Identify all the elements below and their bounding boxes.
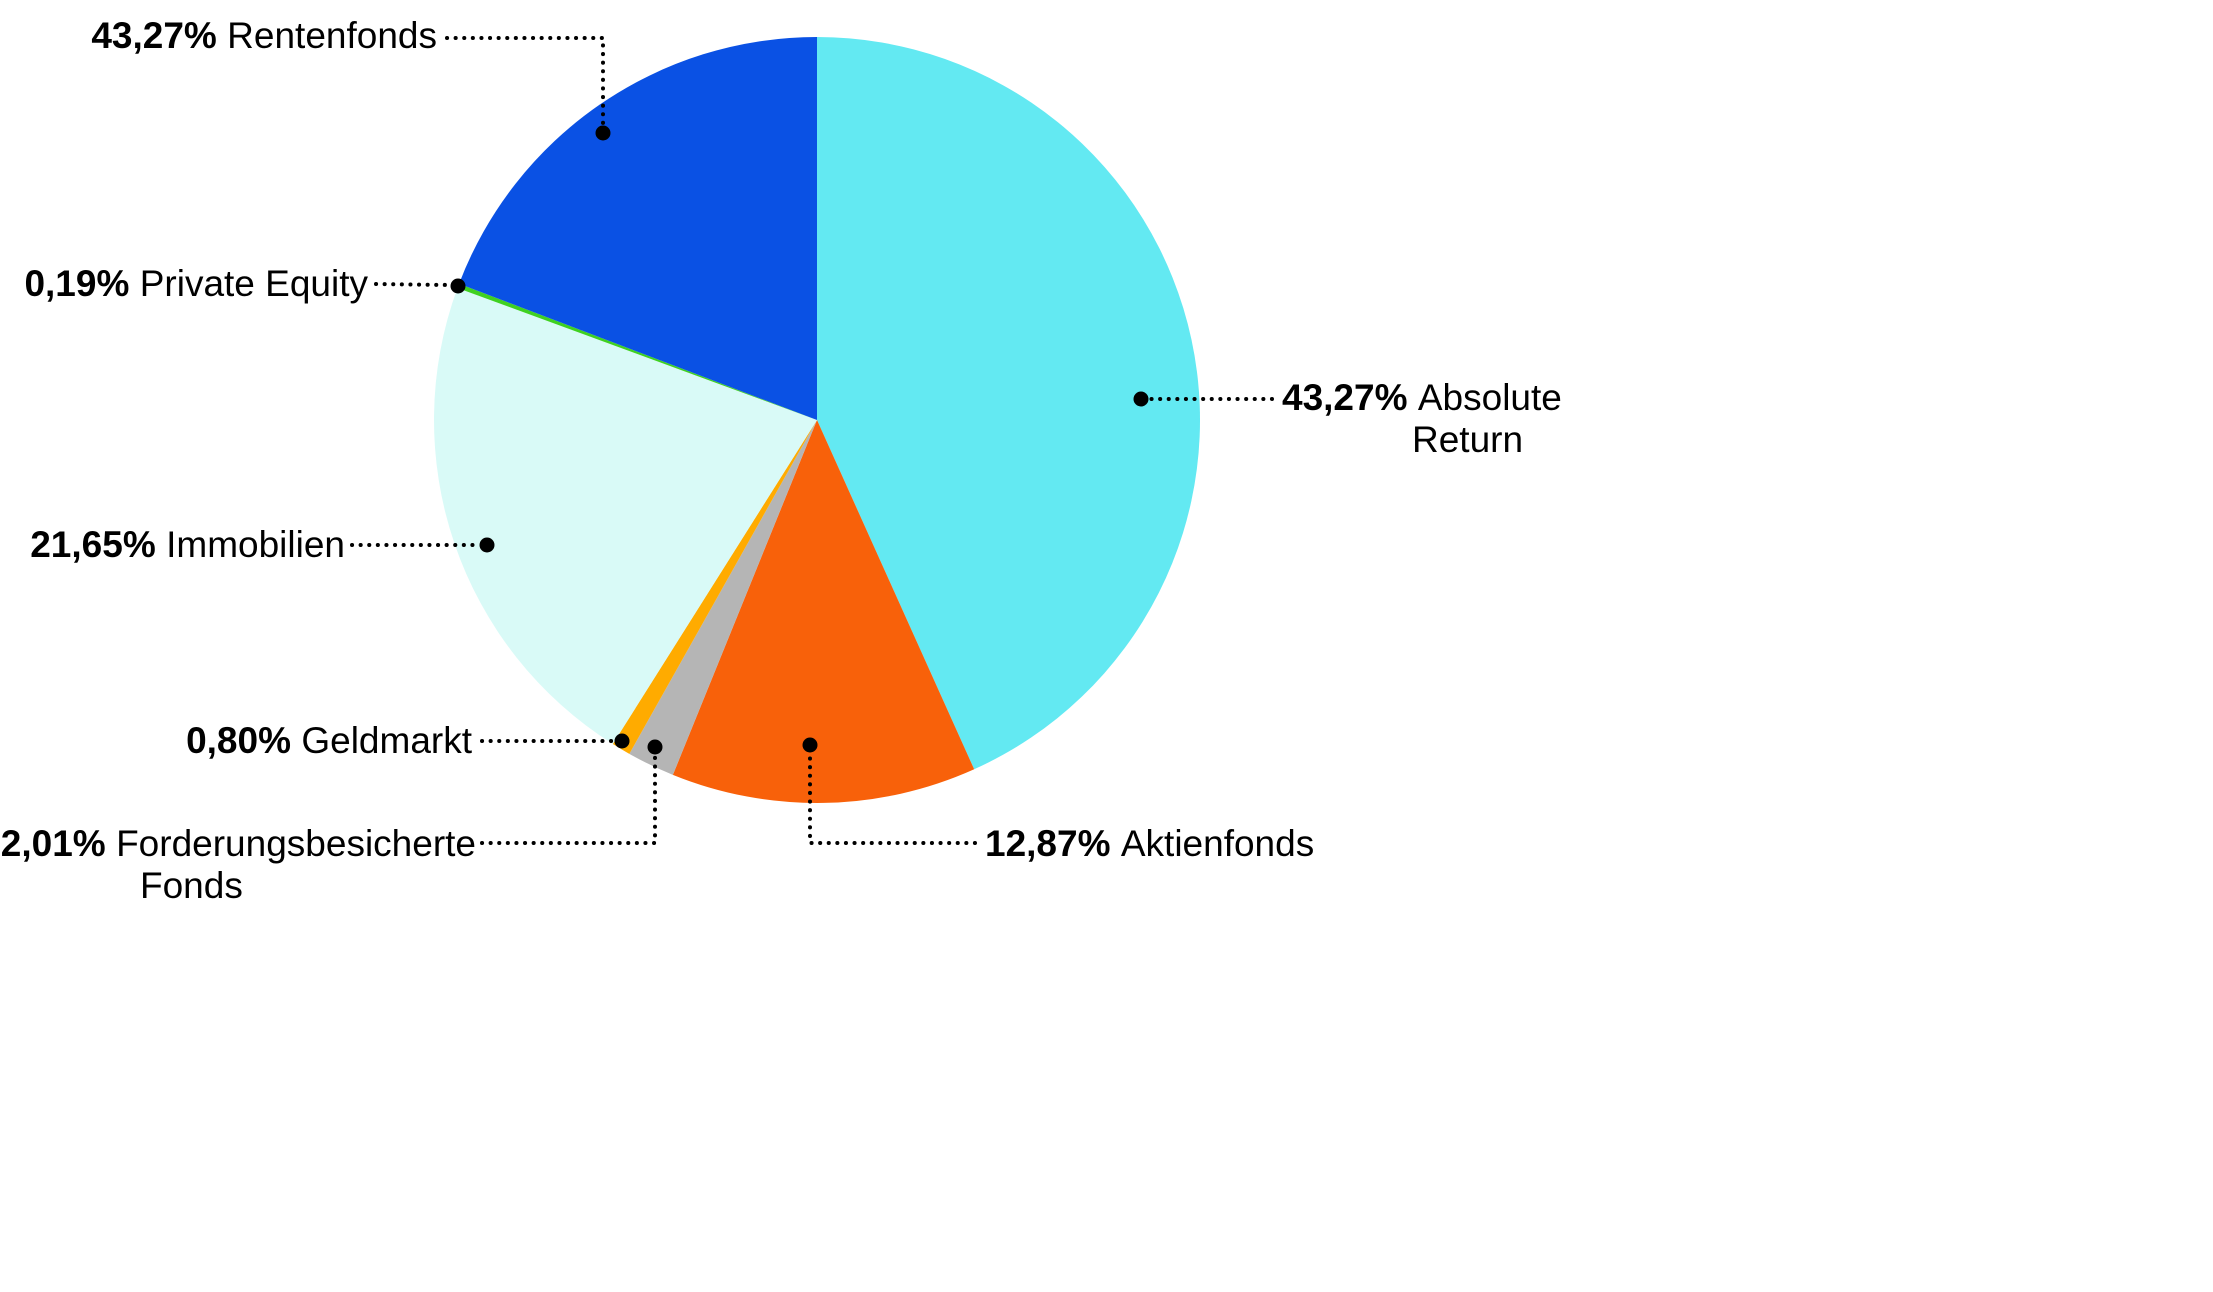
pie-slices bbox=[433, 36, 1201, 804]
leader-dot-aktienfonds bbox=[802, 737, 818, 753]
label-immobilien-percent: 21,65% bbox=[30, 524, 156, 565]
label-geldmarkt-name: Geldmarkt bbox=[301, 720, 472, 761]
label-private-equity-name: Private Equity bbox=[139, 263, 368, 304]
label-absolute-return-name-line1: Absolute bbox=[1417, 377, 1562, 418]
label-aktienfonds-percent: 12,87% bbox=[985, 823, 1111, 864]
label-immobilien: 21,65% Immobilien bbox=[30, 523, 345, 567]
leader-dot-absolute-return bbox=[1133, 391, 1149, 407]
label-geldmarkt: 0,80% Geldmarkt bbox=[186, 719, 472, 763]
label-forderungsbesicherte-fonds-percent: 2,01% bbox=[0, 823, 106, 864]
label-absolute-return-name-line2: Return bbox=[1412, 419, 1524, 460]
label-forderungsbesicherte-fonds-line2: Fonds bbox=[140, 864, 243, 908]
pie-slice-private-equity bbox=[457, 283, 817, 420]
pie-slice-rentenfonds bbox=[459, 37, 817, 420]
label-rentenfonds-name: Rentenfonds bbox=[227, 15, 437, 56]
pie-slice-absolute-return bbox=[817, 36, 1201, 770]
leader-line-rentenfonds bbox=[445, 36, 605, 127]
leader-dot-forderungsbesicherte-fonds bbox=[647, 739, 663, 755]
label-rentenfonds-percent: 43,27% bbox=[91, 15, 217, 56]
leader-dot-immobilien bbox=[479, 537, 495, 553]
label-immobilien-name: Immobilien bbox=[166, 524, 345, 565]
label-absolute-return-percent: 43,27% bbox=[1282, 377, 1408, 418]
label-aktienfonds: 12,87% Aktienfonds bbox=[985, 822, 1314, 866]
leader-line-forderungsbesicherte-fonds bbox=[480, 755, 657, 845]
label-forderungsbesicherte-fonds-name-line1: Forderungsbesicherte bbox=[116, 823, 476, 864]
label-private-equity-percent: 0,19% bbox=[24, 263, 130, 304]
label-absolute-return-line2: Return bbox=[1412, 418, 1523, 462]
pie-slice-forderungsbesicherte-fonds bbox=[629, 420, 817, 775]
label-geldmarkt-percent: 0,80% bbox=[186, 720, 291, 761]
pie-slice-immobilien bbox=[433, 288, 817, 745]
label-forderungsbesicherte-fonds-line1: 2,01% Forderungsbesicherte bbox=[1, 822, 476, 866]
label-forderungsbesicherte-fonds-name-line2: Fonds bbox=[140, 865, 243, 906]
leader-dot-rentenfonds bbox=[595, 125, 611, 141]
pie-slice-geldmarkt bbox=[612, 420, 817, 754]
leader-dot-private-equity bbox=[450, 278, 466, 294]
pie-slice-aktienfonds bbox=[672, 420, 975, 804]
leader-dot-geldmarkt bbox=[614, 733, 630, 749]
leader-line-private-equity bbox=[374, 282, 452, 287]
label-aktienfonds-name: Aktienfonds bbox=[1120, 823, 1315, 864]
label-rentenfonds: 43,27% Rentenfonds bbox=[91, 14, 437, 58]
leader-line-aktienfonds bbox=[808, 753, 977, 845]
label-absolute-return-line1: 43,27% Absolute bbox=[1282, 376, 1562, 420]
label-private-equity: 0,19% Private Equity bbox=[24, 262, 368, 306]
